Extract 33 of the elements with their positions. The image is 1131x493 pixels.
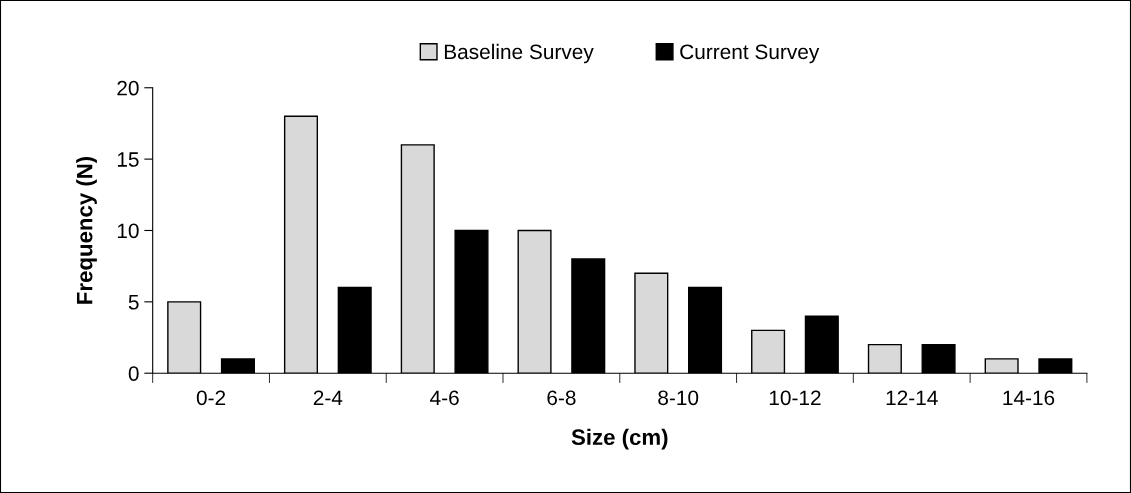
y-tick-label: 5 [128,295,139,310]
x-tick-label: 10-12 [769,390,821,406]
bar [220,358,255,374]
bar [400,144,435,374]
bar [634,272,669,374]
bar [167,301,202,374]
y-tick-label: 15 [117,152,139,167]
legend-label: Current Survey [680,44,820,64]
x-tick-label: 6-8 [547,390,576,406]
x-tick-label: 2-4 [313,390,343,405]
x-axis-title: Size (cm) [571,428,668,450]
legend-label: Baseline Survey [444,43,594,64]
bar [337,286,372,374]
y-axis-title: Frequency (N) [76,156,97,304]
bar [984,358,1019,374]
y-tick-label: 20 [117,80,139,96]
bar [517,229,552,374]
x-tick-label: 14-16 [1003,390,1055,406]
bar [804,315,839,374]
bar [921,343,956,374]
y-tick-label: 10 [117,223,139,239]
x-tick-label: 0-2 [196,390,226,406]
x-tick-label: 12-14 [886,390,938,405]
y-tick-label: 0 [128,366,139,381]
bar [751,329,786,374]
bar [454,229,489,374]
bar [867,343,902,374]
bar [1038,358,1073,374]
x-tick-label: 4-6 [430,390,459,406]
bar [283,115,319,374]
x-tick-label: 8-10 [658,390,699,406]
bar [687,286,723,374]
bar [571,258,606,374]
